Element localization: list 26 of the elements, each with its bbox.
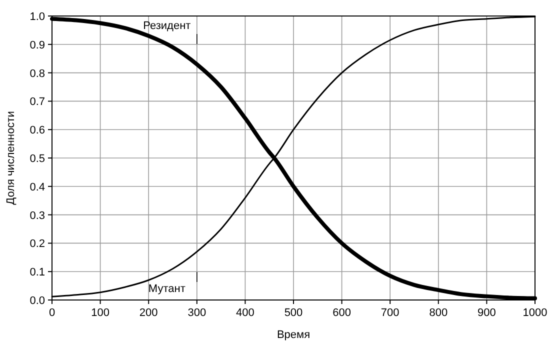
series-label: Мутант — [148, 283, 186, 295]
y-tick-label: 0.2 — [30, 238, 45, 250]
x-tick-label: 100 — [91, 307, 110, 319]
x-tick-label: 200 — [139, 307, 158, 319]
x-tick-label: 900 — [478, 307, 496, 319]
series-label: Резидент — [143, 20, 191, 32]
y-axis-title: Доля численности — [5, 111, 17, 205]
x-tick-label: 0 — [48, 307, 56, 319]
y-tick-label: 0.1 — [30, 266, 45, 279]
y-tick-label: 0.3 — [30, 210, 45, 222]
y-tick-label: 1.0 — [30, 11, 45, 23]
x-tick-label: 500 — [284, 307, 303, 319]
x-tick-label: 800 — [429, 307, 448, 319]
y-tick-label: 0.5 — [30, 153, 45, 165]
y-tick-label: 0.7 — [30, 96, 45, 108]
x-tick-label: 600 — [332, 307, 351, 319]
y-tick-label: 0.6 — [30, 124, 45, 137]
y-tick-label: 0.4 — [30, 181, 45, 194]
y-tick-label: 0.8 — [30, 68, 45, 80]
x-tick-label: 700 — [380, 307, 400, 319]
x-tick-label: 400 — [236, 307, 254, 319]
y-tick-label: 0.9 — [30, 39, 45, 52]
x-axis-title: Время — [276, 329, 310, 341]
y-tick-label: 0.0 — [30, 295, 45, 307]
x-tick-label: 1000 — [522, 307, 548, 319]
x-tick-label: 300 — [188, 307, 206, 319]
